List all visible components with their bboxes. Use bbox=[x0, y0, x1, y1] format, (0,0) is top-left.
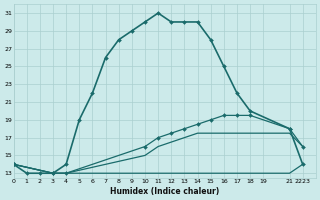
X-axis label: Humidex (Indice chaleur): Humidex (Indice chaleur) bbox=[110, 187, 219, 196]
